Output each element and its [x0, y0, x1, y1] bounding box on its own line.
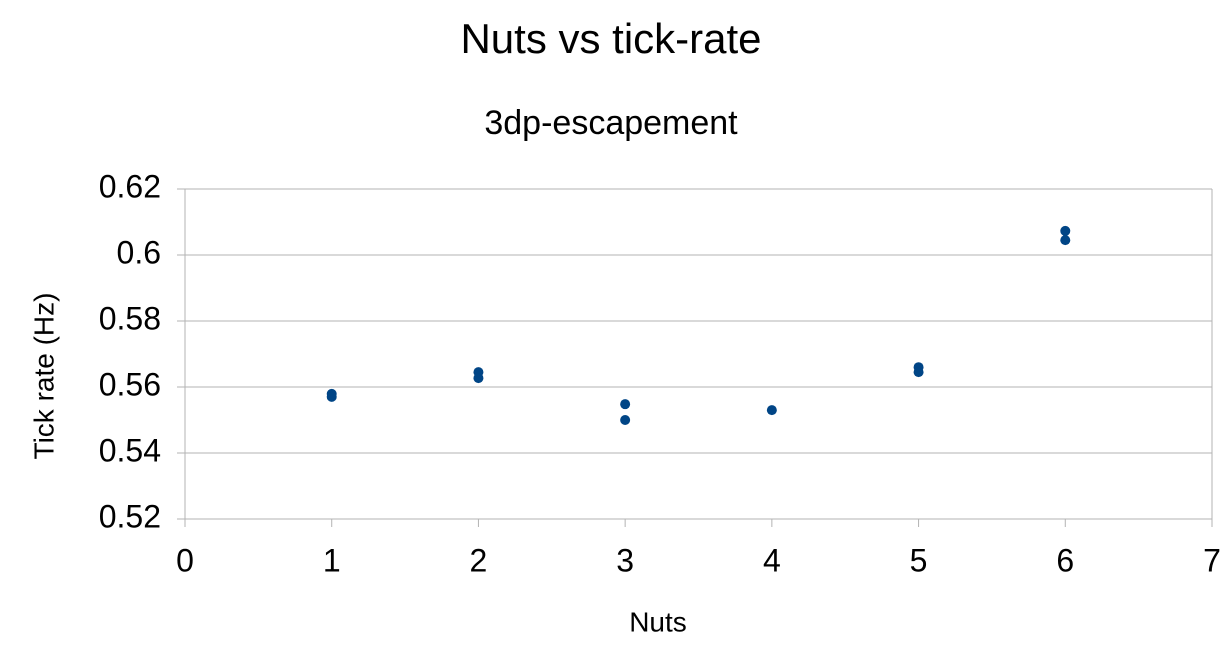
point — [620, 399, 631, 410]
y-tick-label: 0.62 — [99, 168, 161, 204]
x-tick-label: 7 — [1203, 542, 1221, 578]
point — [766, 405, 777, 416]
x-tick-label: 4 — [763, 542, 781, 578]
point — [913, 367, 924, 378]
point — [620, 415, 631, 425]
point — [1060, 235, 1071, 246]
point — [473, 373, 484, 384]
x-tick-label: 6 — [1056, 542, 1074, 578]
x-tick-label: 1 — [323, 542, 341, 578]
x-tick-label: 3 — [616, 542, 634, 578]
y-axis-label: Tick rate (Hz) — [28, 293, 59, 460]
point — [326, 391, 337, 402]
point — [1060, 225, 1071, 236]
x-axis-label: Nuts — [629, 606, 687, 637]
x-tick-label: 5 — [910, 542, 928, 578]
y-tick-label: 0.6 — [117, 234, 161, 270]
y-tick-label: 0.54 — [99, 432, 161, 468]
y-tick-label: 0.56 — [99, 366, 161, 402]
x-tick-label: 0 — [176, 542, 194, 578]
x-tick-label: 2 — [470, 542, 488, 578]
chart-title: Nuts vs tick-rate — [460, 15, 761, 62]
chart-subtitle: 3dp-escapement — [484, 104, 738, 142]
y-tick-label: 0.52 — [99, 498, 161, 534]
y-tick-label: 0.58 — [99, 300, 161, 336]
